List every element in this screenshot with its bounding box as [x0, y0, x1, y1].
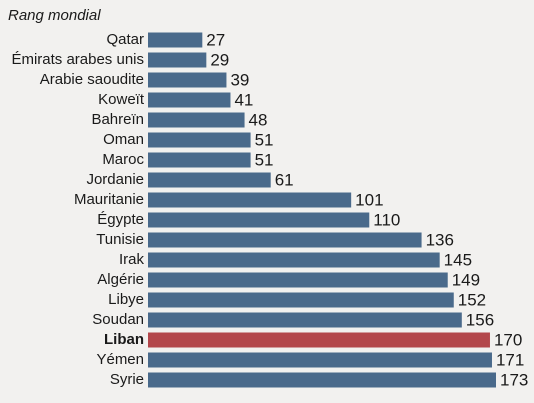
- category-label: Liban: [104, 331, 144, 348]
- category-label: Irak: [119, 251, 145, 268]
- category-label: Yémen: [96, 351, 144, 368]
- value-label: 171: [496, 350, 524, 369]
- category-label: Tunisie: [96, 231, 144, 248]
- category-label: Oman: [103, 131, 144, 148]
- value-label: 156: [466, 310, 494, 329]
- value-label: 149: [452, 270, 480, 289]
- bar: [148, 232, 422, 248]
- category-label: Koweït: [98, 91, 145, 108]
- category-label: Arabie saoudite: [40, 71, 144, 88]
- category-label: Jordanie: [86, 171, 144, 188]
- bar: [148, 72, 227, 88]
- category-label: Égypte: [97, 211, 144, 228]
- bar: [148, 152, 251, 168]
- bar: [148, 52, 207, 68]
- bar: [148, 32, 203, 48]
- bar: [148, 192, 352, 208]
- bar: [148, 272, 448, 288]
- value-label: 136: [426, 230, 454, 249]
- bar: [148, 92, 231, 108]
- category-label: Mauritanie: [74, 191, 144, 208]
- bar: [148, 212, 370, 228]
- category-label: Émirats arabes unis: [11, 51, 144, 68]
- value-label: 110: [373, 210, 400, 229]
- category-label: Algérie: [97, 271, 144, 288]
- category-label: Qatar: [106, 31, 144, 48]
- category-label: Libye: [108, 291, 144, 308]
- chart-title: Rang mondial: [8, 7, 101, 24]
- value-label: 51: [255, 150, 274, 169]
- bar: [148, 332, 490, 348]
- value-label: 170: [494, 330, 522, 349]
- value-label: 173: [500, 370, 528, 389]
- value-label: 48: [249, 110, 268, 129]
- bar: [148, 112, 245, 128]
- bar: [148, 312, 462, 328]
- bar: [148, 352, 492, 368]
- value-label: 29: [210, 50, 229, 69]
- value-label: 101: [355, 190, 383, 209]
- value-label: 61: [275, 170, 294, 189]
- category-label: Syrie: [110, 371, 144, 388]
- category-label: Maroc: [102, 151, 144, 168]
- value-label: 39: [230, 70, 249, 89]
- value-label: 145: [444, 250, 472, 269]
- value-label: 41: [234, 90, 253, 109]
- bar: [148, 372, 496, 388]
- value-label: 51: [255, 130, 274, 149]
- bar: [148, 252, 440, 268]
- value-label: 27: [206, 30, 225, 49]
- value-label: 152: [458, 290, 486, 309]
- bar: [148, 132, 251, 148]
- bar: [148, 292, 454, 308]
- bar: [148, 172, 271, 188]
- category-label: Bahreïn: [91, 111, 144, 128]
- category-label: Soudan: [92, 311, 144, 328]
